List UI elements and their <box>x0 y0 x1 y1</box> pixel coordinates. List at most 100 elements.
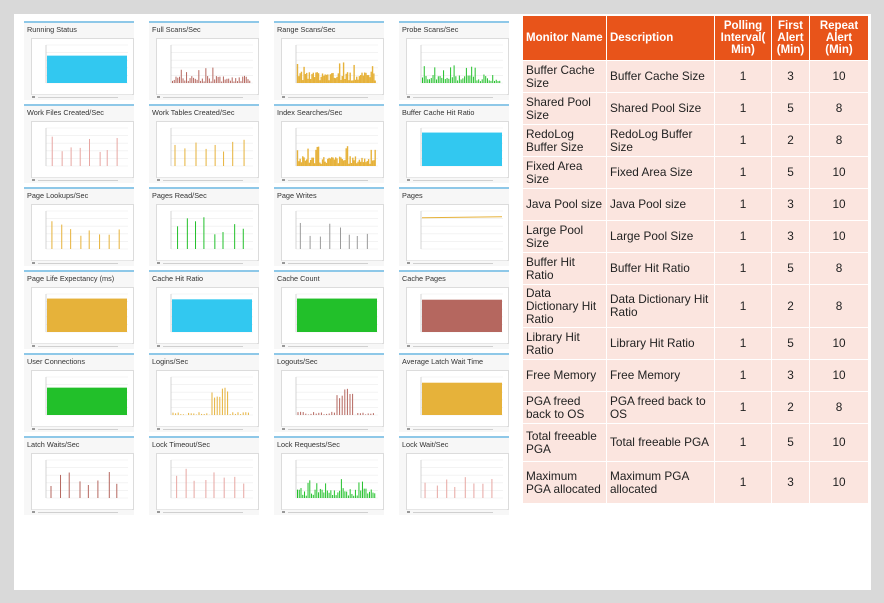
chart-svg <box>170 293 253 333</box>
chart-panel: Lock Wait/Sec <box>399 436 509 515</box>
chart-legend <box>407 260 507 265</box>
series-area <box>47 298 127 332</box>
chart-svg <box>170 376 253 416</box>
polling-interval-cell: 1 <box>714 391 772 424</box>
repeat-alert-cell: 8 <box>809 252 869 285</box>
monitor-name-cell: Buffer Cache Size <box>522 60 607 93</box>
chart-panel: Index Searches/Sec <box>274 104 384 183</box>
description-cell: Shared Pool Size <box>606 92 715 125</box>
chart-legend <box>157 343 257 348</box>
chart-svg <box>420 44 503 84</box>
first-alert-cell: 3 <box>771 60 810 93</box>
chart-plot-area <box>406 287 509 344</box>
chart-title: Cache Hit Ratio <box>152 274 204 283</box>
chart-title: Work Tables Created/Sec <box>152 108 235 117</box>
first-alert-cell: 5 <box>771 156 810 189</box>
table-row: RedoLog Buffer Size RedoLog Buffer Size 1 2… <box>522 124 869 157</box>
chart-panel: Lock Requests/Sec <box>274 436 384 515</box>
repeat-alert-cell: 10 <box>809 188 869 221</box>
table-row: PGA freed back to OS PGA freed back to OS… <box>522 391 869 424</box>
chart-plot-area <box>281 453 384 510</box>
chart-panel: Lock Timeout/Sec <box>149 436 259 515</box>
chart-svg <box>295 459 378 499</box>
monitor-name-cell: PGA freed back to OS <box>522 391 607 424</box>
chart-panel: Page Life Expectancy (ms) <box>24 270 134 349</box>
chart-svg <box>45 459 128 499</box>
chart-svg <box>170 44 253 84</box>
chart-panel: Latch Waits/Sec <box>24 436 134 515</box>
chart-title: Work Files Created/Sec <box>27 108 104 117</box>
chart-title: Latch Waits/Sec <box>27 440 80 449</box>
chart-title: Page Life Expectancy (ms) <box>27 274 115 283</box>
chart-title: Lock Wait/Sec <box>402 440 449 449</box>
table-row: Maximum PGA allocated Maximum PGA allocat… <box>522 461 869 504</box>
table-row: Library Hit Ratio Library Hit Ratio 1 5 10 <box>522 327 869 360</box>
monitor-name-cell: Library Hit Ratio <box>522 327 607 360</box>
first-alert-cell: 5 <box>771 423 810 462</box>
repeat-alert-cell: 8 <box>809 284 869 328</box>
series-area <box>422 299 502 332</box>
polling-interval-cell: 1 <box>714 461 772 504</box>
description-cell: Library Hit Ratio <box>606 327 715 360</box>
chart-svg <box>420 210 503 250</box>
chart-title: Running Status <box>27 25 77 34</box>
description-cell: PGA freed back to OS <box>606 391 715 424</box>
chart-legend <box>407 426 507 431</box>
polling-interval-cell: 1 <box>714 220 772 253</box>
chart-title: Cache Pages <box>402 274 446 283</box>
chart-plot-area <box>31 453 134 510</box>
chart-legend <box>407 94 507 99</box>
chart-plot-area <box>31 370 134 427</box>
chart-panel: Probe Scans/Sec <box>399 21 509 100</box>
chart-plot-area <box>406 204 509 261</box>
first-alert-cell: 5 <box>771 252 810 285</box>
chart-title: Buffer Cache Hit Ratio <box>402 108 475 117</box>
chart-legend <box>282 509 382 514</box>
chart-svg <box>295 376 378 416</box>
chart-legend <box>157 94 257 99</box>
chart-svg <box>45 127 128 167</box>
chart-title: Lock Requests/Sec <box>277 440 340 449</box>
repeat-alert-cell: 10 <box>809 327 869 360</box>
description-cell: RedoLog Buffer Size <box>606 124 715 157</box>
first-alert-cell: 5 <box>771 327 810 360</box>
chart-panel: Full Scans/Sec <box>149 21 259 100</box>
chart-title: Index Searches/Sec <box>277 108 343 117</box>
chart-svg <box>295 44 378 84</box>
chart-plot-area <box>156 121 259 178</box>
chart-plot-area <box>281 121 384 178</box>
polling-interval-cell: 1 <box>714 327 772 360</box>
chart-plot-area <box>281 38 384 95</box>
monitor-name-cell: Large Pool Size <box>522 220 607 253</box>
monitor-name-cell: Free Memory <box>522 359 607 392</box>
chart-title: Pages <box>402 191 423 200</box>
monitor-name-cell: Maximum PGA allocated <box>522 461 607 504</box>
chart-legend <box>157 509 257 514</box>
chart-legend <box>157 177 257 182</box>
chart-panel: Running Status <box>24 21 134 100</box>
monitor-name-cell: Shared Pool Size <box>522 92 607 125</box>
description-cell: Buffer Hit Ratio <box>606 252 715 285</box>
monitor-name-cell: Java Pool size <box>522 188 607 221</box>
chart-svg <box>420 127 503 167</box>
chart-title: Full Scans/Sec <box>152 25 201 34</box>
chart-panel: Pages Read/Sec <box>149 187 259 266</box>
chart-legend <box>157 260 257 265</box>
chart-legend <box>32 177 132 182</box>
chart-svg <box>170 210 253 250</box>
table-row: Buffer Hit Ratio Buffer Hit Ratio 1 5 8 <box>522 252 869 285</box>
table-row: Shared Pool Size Shared Pool Size 1 5 8 <box>522 92 869 125</box>
chart-legend <box>282 343 382 348</box>
chart-svg <box>45 293 128 333</box>
chart-svg <box>170 459 253 499</box>
chart-legend <box>282 177 382 182</box>
first-alert-cell: 2 <box>771 124 810 157</box>
chart-svg <box>45 44 128 84</box>
chart-plot-area <box>156 453 259 510</box>
chart-plot-area <box>156 287 259 344</box>
chart-title: Cache Count <box>277 274 320 283</box>
chart-panel: Average Latch Wait Time <box>399 353 509 432</box>
first-alert-cell: 3 <box>771 461 810 504</box>
chart-panel: Cache Pages <box>399 270 509 349</box>
chart-panel: Range Scans/Sec <box>274 21 384 100</box>
